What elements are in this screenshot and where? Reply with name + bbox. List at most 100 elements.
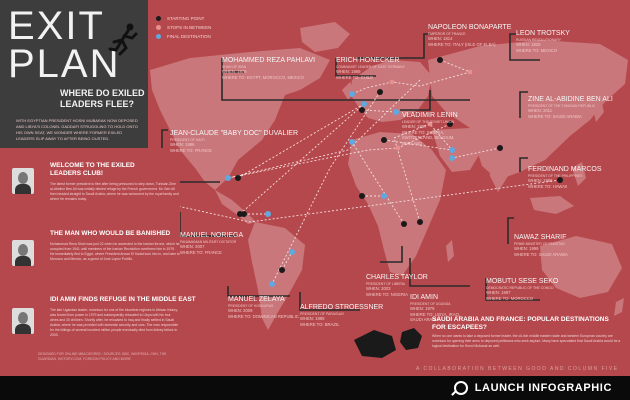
leader-when: WHEN: 1989	[336, 69, 361, 75]
leader-when: WHEN: 1929	[516, 42, 541, 48]
legend-item-destination: FINAL DESTINATION	[156, 32, 211, 41]
launch-infographic-button[interactable]: LAUNCH INFOGRAPHIC	[453, 381, 612, 395]
leader-role: PRESIDENT OF THE TUNISIAN REPUBLIC	[528, 104, 596, 108]
leader-role: COMMUNIST LEADER OF EAST GERMANY	[336, 65, 405, 69]
credits-text: DESIGNED FOR ONLINE MBA DEGREE / SOURCES…	[38, 352, 167, 361]
leader-when: WHEN: 1897	[402, 124, 427, 130]
leader-role: PRESIDENT OF UGANDA	[410, 302, 451, 306]
leader-label: FERDINAND MARCOS PRESIDENT OF THE PHILIP…	[528, 166, 602, 189]
launch-label: LAUNCH INFOGRAPHIC	[474, 382, 612, 394]
leader-label: MANUEL ZELAYA PRESIDENT OF HONDURAS WHEN…	[228, 296, 299, 319]
destinations-body: When no one wants to take a deposed form…	[432, 334, 621, 348]
leader-where: WHERE TO: MEXICO	[516, 47, 558, 53]
leader-role: SHAH OF IRAN	[222, 65, 247, 69]
bottom-bar: LAUNCH INFOGRAPHIC	[0, 376, 630, 400]
leader-name: ALFREDO STROESSNER	[300, 304, 384, 311]
leader-where: WHERE TO: MOROCCO	[486, 295, 534, 301]
start-dot	[279, 267, 285, 273]
leader-where: WHERE TO: SAUDI ARABIA	[528, 113, 582, 119]
start-dot	[437, 57, 443, 63]
destination-dot	[393, 109, 399, 115]
leader-role: PRESIDENT OF HAITI	[170, 138, 205, 142]
start-dot	[401, 221, 407, 227]
leader-where: WHERE TO: FRANCE	[180, 249, 222, 255]
leader-label: MANUEL NORIEGA PANAMANIAN MILITARY DICTA…	[180, 232, 243, 255]
map-legend: STARTING POINT STOPS IN BETWEEN FINAL DE…	[156, 14, 211, 41]
stop-dot	[395, 145, 401, 151]
leader-label: JEAN-CLAUDE "BABY DOC" DUVALIER PRESIDEN…	[170, 130, 298, 153]
leader-name: VLADIMIR LENIN	[402, 112, 458, 119]
start-dot	[497, 145, 503, 151]
leader-name: NAPOLEON BONAPARTE	[428, 24, 512, 31]
leader-name: MOBUTU SESE SEKO	[486, 278, 559, 285]
leader-name: IDI AMIN	[410, 294, 439, 301]
inset-country-shapes	[354, 328, 422, 358]
start-dot	[557, 177, 563, 183]
story-body: The late Ugandan leader, notorious for o…	[50, 308, 179, 337]
leader-role: PRESIDENT OF LIBERIA	[366, 282, 405, 286]
leader-role: RUSSIAN REVOLUTIONARY	[516, 38, 561, 42]
leader-name: FERDINAND MARCOS	[528, 166, 602, 173]
leader-role: PRESIDENT OF PARAGUAY	[300, 312, 345, 316]
leader-role: PANAMANIAN MILITARY DICTATOR	[180, 240, 237, 244]
leader-label: ZINE AL-ABIDINE BEN ALI PRESIDENT OF THE…	[528, 96, 613, 119]
leader-where: WHERE TO: NIGERIA	[366, 291, 408, 297]
leader-name: LEON TROTSKY	[516, 30, 570, 37]
leader-when: WHEN: 2009	[228, 308, 253, 314]
leader-where: WHERE TO: SIBERIA, SWITZERLAND, BELGIUM,…	[402, 129, 455, 146]
start-dot	[447, 121, 453, 127]
destinations-question: SAUDI ARABIA AND FRANCE: POPULAR DESTINA…	[432, 316, 609, 331]
leader-role: PRIME MINISTER OF PAKISTAN	[514, 242, 565, 246]
collaboration-credit: A COLLABORATION BETWEEN GOOD AND COLUMN …	[416, 366, 619, 372]
start-dot	[241, 211, 247, 217]
story-title: WELCOME TO THE EXILED LEADERS CLUB!	[50, 162, 135, 177]
legend-dot-start	[156, 16, 161, 21]
leader-label: ALFREDO STROESSNER PRESIDENT OF PARAGUAY…	[300, 304, 383, 327]
intro-text: WITH EGYPTIAN PRESIDENT HOSNI MUBARAK NO…	[16, 118, 138, 141]
continents	[150, 22, 628, 330]
destination-dot	[449, 155, 455, 161]
leader-where: WHERE TO: HAWAII	[528, 183, 568, 189]
destination-dot	[265, 211, 271, 217]
leader-label: MOHAMMED REZA PAHLAVI SHAH OF IRAN WHEN:…	[222, 57, 315, 80]
leader-role: PRESIDENT OF THE PHILIPPINES	[528, 174, 583, 178]
stop-dot	[389, 79, 395, 85]
leader-when: WHEN: 2003	[366, 286, 391, 292]
leader-label: CHARLES TAYLOR PRESIDENT OF LIBERIA WHEN…	[366, 274, 428, 297]
leader-where: WHERE TO: ITALY (ISLE OF ELBA)	[428, 41, 496, 47]
leader-role: LEADER OF THE SOVIET UNION	[402, 120, 455, 124]
avatar	[12, 168, 34, 194]
title-line-plan: PLAN	[8, 42, 121, 86]
start-dot	[381, 137, 387, 143]
leader-when: WHEN: 1989	[300, 316, 325, 322]
leader-label: LEON TROTSKY RUSSIAN REVOLUTIONARY WHEN:…	[516, 30, 570, 53]
legend-label: FINAL DESTINATION	[167, 34, 211, 39]
leader-when: WHEN: 2011	[528, 108, 553, 114]
legend-label: STARTING POINT	[167, 16, 205, 21]
leader-when: WHEN: 1997	[486, 290, 511, 296]
callout-lines	[161, 33, 540, 311]
leader-where: WHERE TO: EGYPT, MOROCCO, MEXICO	[222, 74, 304, 80]
leader-role: PRESIDENT OF HONDURAS	[228, 304, 274, 308]
destination-dot	[225, 175, 231, 181]
leader-label: ERICH HONECKER COMMUNIST LEADER OF EAST …	[336, 57, 405, 80]
story-title: IDI AMIN FINDS REFUGE IN THE MIDDLE EAST	[50, 296, 196, 303]
legend-label: STOPS IN BETWEEN	[167, 25, 212, 30]
leader-where: WHERE TO: FRANCE	[170, 147, 212, 153]
leader-where: WHERE TO: CHILE	[336, 74, 374, 80]
start-dot	[235, 175, 241, 181]
legend-dot-stops	[156, 25, 161, 30]
leader-label: MOBUTU SESE SEKO DEMOCRATIC REPUBLIC OF …	[486, 278, 558, 301]
left-stories-panel: WELCOME TO THE EXILED LEADERS CLUB! The …	[0, 148, 196, 376]
legend-dot-destination	[156, 34, 161, 39]
destination-dot	[349, 139, 355, 145]
leader-name: MANUEL NORIEGA	[180, 232, 244, 239]
leader-when: WHEN: 1999	[514, 246, 539, 252]
leader-label: IDI AMIN PRESIDENT OF UGANDA WHEN: 1979 …	[410, 294, 464, 323]
start-dot	[359, 107, 365, 113]
leader-name: JEAN-CLAUDE "BABY DOC" DUVALIER	[170, 130, 299, 137]
leader-label: NAPOLEON BONAPARTE EMPEROR OF FRANCE WHE…	[428, 24, 511, 47]
leader-label: VLADIMIR LENIN LEADER OF THE SOVIET UNIO…	[402, 112, 458, 146]
leader-role: EMPEROR OF FRANCE	[428, 32, 466, 36]
